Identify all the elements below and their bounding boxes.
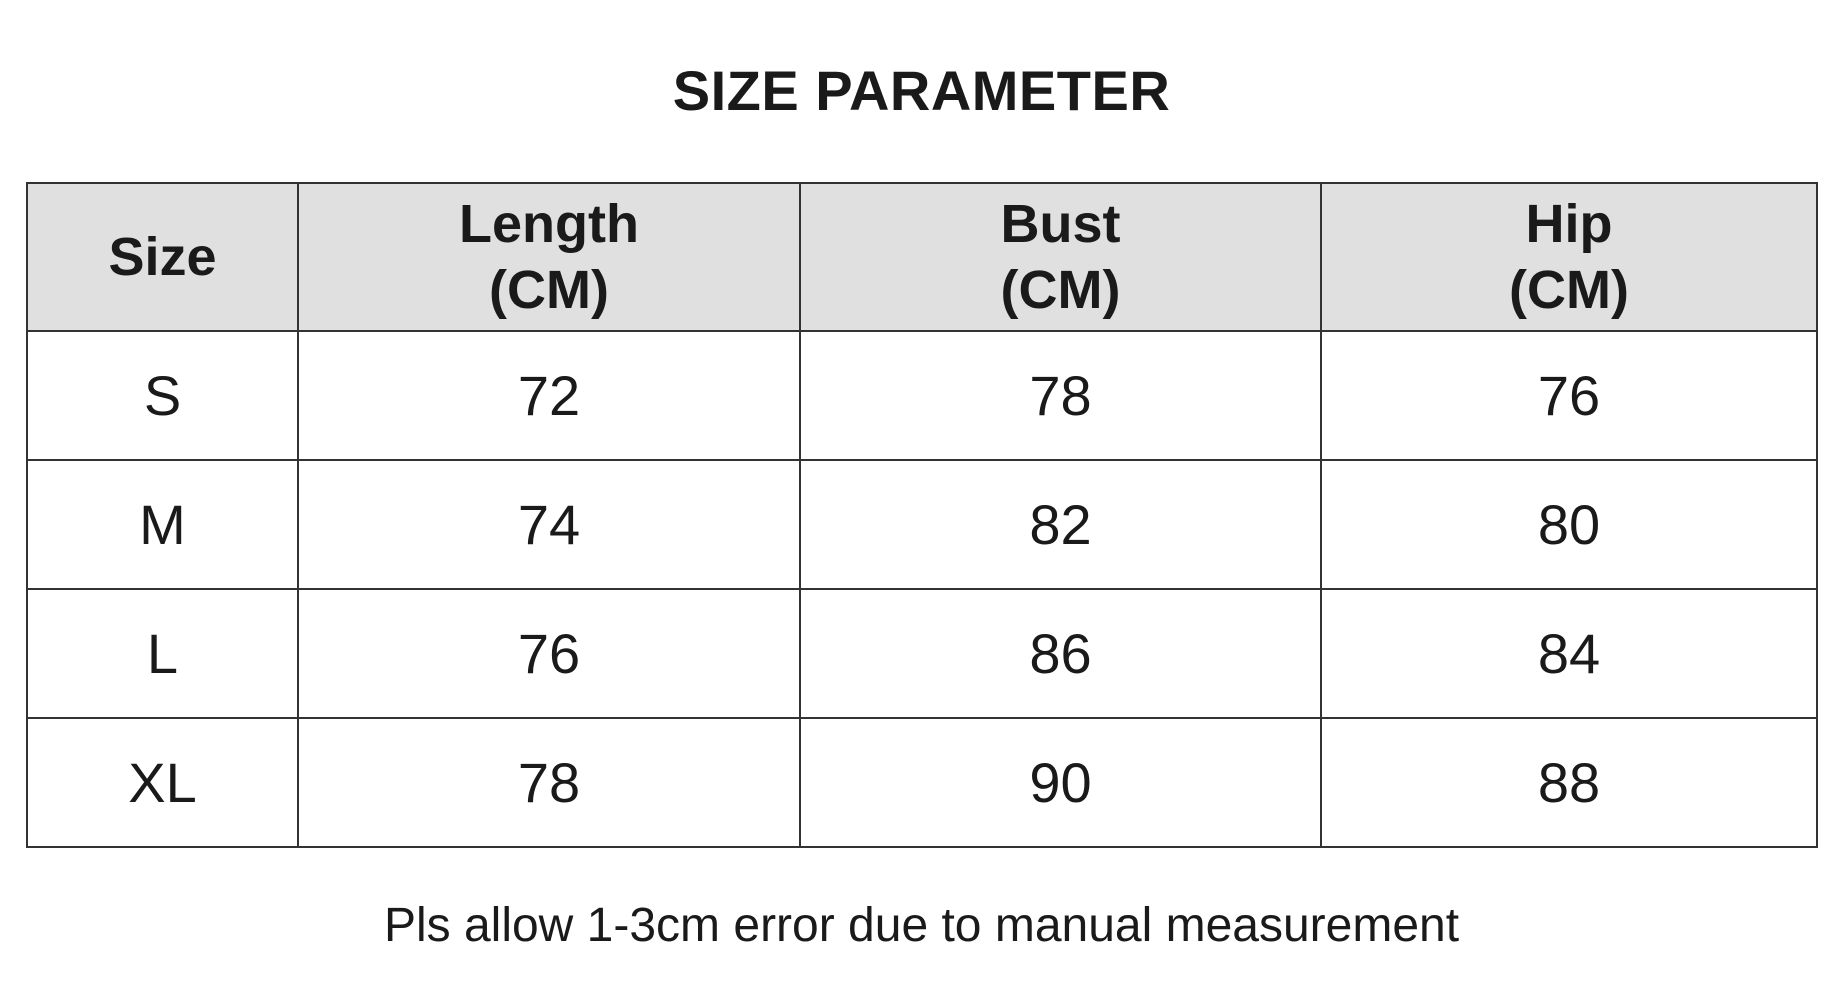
header-unit: (CM) <box>1509 260 1629 320</box>
cell-length: 74 <box>297 459 801 590</box>
cell-hip: 76 <box>1320 330 1818 461</box>
table-row: L 76 86 84 <box>26 588 1818 719</box>
cell-size: M <box>26 459 299 590</box>
cell-bust: 82 <box>799 459 1322 590</box>
header-length: Length (CM) <box>297 182 801 332</box>
size-table: Size Length (CM) Bust (CM) Hip (CM) S 72 78 76… <box>26 182 1818 848</box>
header-label: Bust <box>1000 194 1121 254</box>
header-unit: (CM) <box>1000 260 1121 320</box>
cell-length: 72 <box>297 330 801 461</box>
table-row: XL 78 90 88 <box>26 717 1818 848</box>
header-row: Size Length (CM) Bust (CM) Hip (CM) <box>26 182 1818 332</box>
cell-bust: 86 <box>799 588 1322 719</box>
cell-size: S <box>26 330 299 461</box>
cell-hip: 84 <box>1320 588 1818 719</box>
cell-bust: 90 <box>799 717 1322 848</box>
header-bust: Bust (CM) <box>799 182 1322 332</box>
cell-bust: 78 <box>799 330 1322 461</box>
cell-size: L <box>26 588 299 719</box>
cell-size: XL <box>26 717 299 848</box>
header-label: Length <box>459 194 639 254</box>
cell-hip: 80 <box>1320 459 1818 590</box>
header-size: Size <box>26 182 299 332</box>
cell-hip: 88 <box>1320 717 1818 848</box>
header-label: Hip <box>1525 194 1613 254</box>
table-row: S 72 78 76 <box>26 330 1818 461</box>
page-title: SIZE PARAMETER <box>672 59 1171 122</box>
table-row: M 74 82 80 <box>26 459 1818 590</box>
cell-length: 78 <box>297 717 801 848</box>
header-label: Size <box>108 227 217 287</box>
cell-length: 76 <box>297 588 801 719</box>
measurement-note: Pls allow 1-3cm error due to manual meas… <box>383 899 1460 952</box>
header-hip: Hip (CM) <box>1320 182 1818 332</box>
header-unit: (CM) <box>489 260 609 320</box>
